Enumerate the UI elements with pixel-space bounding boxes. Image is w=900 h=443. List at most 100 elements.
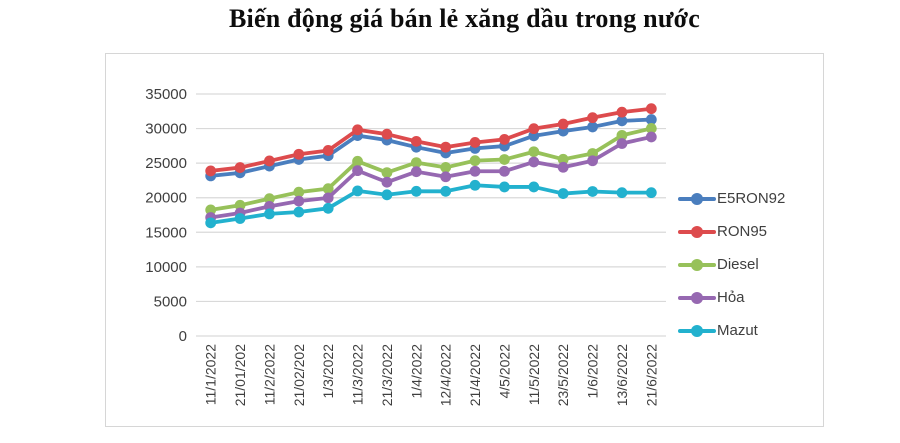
x-axis-tick-label: 4/5/2022 bbox=[496, 344, 512, 399]
data-point-diesel bbox=[322, 183, 334, 195]
chart-legend: E5RON92 RON95 Diesel Hỏa Mazut bbox=[678, 182, 818, 347]
data-point-hỏa bbox=[410, 166, 422, 178]
data-point-ron95 bbox=[234, 162, 246, 173]
y-axis-tick-label: 10000 bbox=[145, 259, 187, 276]
legend-item-diesel: Diesel bbox=[678, 248, 818, 281]
data-point-diesel bbox=[205, 204, 217, 216]
y-axis-tick-label: 30000 bbox=[145, 121, 187, 138]
data-point-diesel bbox=[499, 154, 510, 165]
y-axis-tick-label: 5000 bbox=[154, 293, 187, 310]
x-axis-tick-label: 11/1/2022 bbox=[203, 344, 219, 405]
series-line-diesel bbox=[208, 126, 654, 212]
legend-label: RON95 bbox=[717, 223, 768, 240]
data-point-mazut bbox=[440, 185, 452, 197]
data-point-diesel bbox=[557, 153, 569, 165]
data-point-hỏa bbox=[645, 131, 657, 143]
data-point-hỏa bbox=[352, 165, 363, 177]
x-axis-tick-label: 21/01/202 bbox=[232, 344, 248, 406]
data-point-e5ron92 bbox=[645, 114, 657, 125]
legend-label: Mazut bbox=[717, 322, 758, 339]
y-axis-tick-label: 25000 bbox=[145, 155, 187, 172]
y-axis-tick-label: 0 bbox=[179, 328, 187, 345]
series-line-hỏa bbox=[208, 135, 654, 220]
data-point-e5ron92 bbox=[587, 121, 598, 133]
x-axis-tick-label: 12/4/2022 bbox=[438, 344, 454, 406]
data-point-diesel bbox=[293, 186, 305, 198]
data-point-ron95 bbox=[557, 118, 569, 130]
data-point-hỏa bbox=[381, 176, 393, 188]
chart-title: Biến động giá bán lẻ xăng dầu trong nước bbox=[229, 4, 700, 33]
data-point-hỏa bbox=[440, 171, 452, 183]
x-axis-tick-label: 11/3/2022 bbox=[350, 344, 366, 405]
data-point-ron95 bbox=[293, 148, 305, 160]
x-axis-tick-label: 11/5/2022 bbox=[526, 344, 542, 405]
data-point-mazut bbox=[205, 217, 217, 229]
series-line-mazut bbox=[208, 183, 654, 225]
data-point-mazut bbox=[381, 189, 393, 201]
data-point-hỏa bbox=[322, 192, 334, 204]
data-point-ron95 bbox=[528, 123, 540, 135]
data-point-diesel bbox=[352, 155, 363, 167]
data-point-ron95 bbox=[381, 128, 393, 140]
legend-line-marker-icon bbox=[678, 291, 716, 305]
x-axis-tick-label: 21/6/2022 bbox=[643, 344, 659, 406]
legend-line-marker-icon bbox=[678, 192, 716, 206]
data-point-mazut bbox=[528, 181, 540, 193]
x-axis-tick-label: 13/6/2022 bbox=[614, 344, 630, 406]
data-point-diesel bbox=[469, 155, 481, 167]
legend-label: E5RON92 bbox=[717, 190, 786, 207]
legend-line-marker-icon bbox=[678, 258, 716, 272]
data-point-mazut bbox=[616, 187, 628, 199]
data-point-diesel bbox=[381, 167, 393, 178]
y-axis-tick-label: 20000 bbox=[145, 190, 187, 207]
data-point-ron95 bbox=[616, 106, 628, 118]
x-axis-tick-label: 23/5/2022 bbox=[555, 344, 571, 406]
legend-label: Hỏa bbox=[717, 289, 745, 306]
data-point-ron95 bbox=[469, 137, 481, 148]
data-point-ron95 bbox=[645, 103, 657, 115]
data-point-diesel bbox=[440, 162, 452, 173]
data-point-hỏa bbox=[616, 138, 628, 149]
data-point-diesel bbox=[264, 193, 275, 205]
data-point-mazut bbox=[322, 202, 334, 214]
data-point-hỏa bbox=[557, 161, 569, 173]
data-point-hỏa bbox=[264, 200, 275, 212]
x-axis-tick-label: 1/4/2022 bbox=[408, 344, 424, 399]
data-point-diesel bbox=[528, 146, 540, 158]
data-point-hỏa bbox=[293, 195, 305, 207]
data-point-mazut bbox=[645, 187, 657, 199]
x-axis-tick-label: 1/3/2022 bbox=[320, 344, 336, 399]
legend-item-mazut: Mazut bbox=[678, 314, 818, 347]
data-point-mazut bbox=[557, 188, 569, 199]
data-point-mazut bbox=[352, 185, 363, 197]
data-point-mazut bbox=[469, 179, 481, 191]
x-axis-tick-label: 1/6/2022 bbox=[585, 344, 601, 399]
data-point-diesel bbox=[234, 199, 246, 211]
x-axis-tick-label: 11/2/2022 bbox=[261, 344, 277, 405]
x-axis-tick-label: 21/02/202 bbox=[291, 344, 307, 406]
legend-label: Diesel bbox=[717, 256, 759, 273]
data-point-diesel bbox=[616, 129, 628, 141]
data-point-hỏa bbox=[469, 165, 481, 177]
series-line-ron95 bbox=[208, 106, 654, 173]
data-point-ron95 bbox=[499, 133, 510, 145]
data-point-hỏa bbox=[528, 156, 540, 168]
y-axis-tick-label: 15000 bbox=[145, 224, 187, 241]
data-point-ron95 bbox=[322, 145, 334, 156]
x-axis-tick-label: 21/4/2022 bbox=[467, 344, 483, 406]
line-chart-plot: 35000 30000 25000 20000 15000 10000 5000 0 11/1/… bbox=[145, 86, 666, 406]
data-point-ron95 bbox=[410, 135, 422, 147]
data-point-ron95 bbox=[264, 155, 275, 167]
data-point-e5ron92 bbox=[616, 115, 628, 127]
series-line-e5ron92 bbox=[208, 117, 654, 178]
legend-line-marker-icon bbox=[678, 225, 716, 239]
legend-item-e5ron92: E5RON92 bbox=[678, 182, 818, 215]
data-point-hỏa bbox=[499, 165, 510, 177]
legend-item-ron95: RON95 bbox=[678, 215, 818, 248]
data-point-mazut bbox=[293, 206, 305, 218]
data-point-ron95 bbox=[440, 141, 452, 153]
data-point-mazut bbox=[234, 213, 246, 224]
legend-line-marker-icon bbox=[678, 324, 716, 338]
legend-item-hỏa: Hỏa bbox=[678, 281, 818, 314]
